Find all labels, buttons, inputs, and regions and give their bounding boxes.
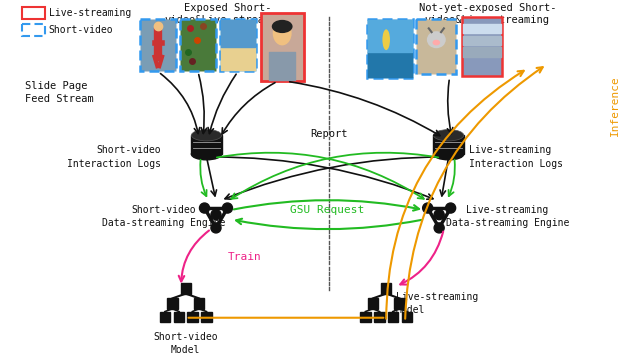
FancyBboxPatch shape (194, 298, 204, 309)
Text: Live-streaming
Model: Live-streaming Model (396, 292, 478, 315)
FancyBboxPatch shape (180, 283, 191, 294)
FancyBboxPatch shape (167, 298, 178, 309)
FancyBboxPatch shape (261, 13, 304, 81)
Circle shape (211, 223, 221, 233)
FancyBboxPatch shape (381, 283, 392, 294)
Circle shape (200, 203, 209, 213)
Text: Live-streaming
Interaction Logs: Live-streaming Interaction Logs (469, 145, 563, 169)
Circle shape (445, 203, 456, 213)
FancyBboxPatch shape (220, 19, 256, 71)
Polygon shape (433, 135, 464, 154)
FancyBboxPatch shape (174, 312, 184, 322)
Ellipse shape (272, 20, 292, 33)
Ellipse shape (191, 130, 221, 141)
FancyBboxPatch shape (394, 298, 404, 309)
Ellipse shape (383, 29, 390, 50)
FancyBboxPatch shape (367, 19, 413, 78)
FancyBboxPatch shape (374, 312, 385, 322)
Circle shape (211, 210, 221, 220)
Ellipse shape (427, 31, 446, 48)
Ellipse shape (433, 148, 464, 160)
FancyBboxPatch shape (202, 312, 212, 322)
Ellipse shape (273, 21, 292, 46)
Text: Exposed Short-
video&Live-streaming: Exposed Short- video&Live-streaming (165, 3, 290, 25)
Circle shape (223, 203, 232, 213)
Text: Live-streaming
Data-streaming Engine: Live-streaming Data-streaming Engine (445, 205, 569, 228)
Circle shape (434, 223, 444, 233)
Ellipse shape (191, 148, 221, 160)
FancyBboxPatch shape (140, 19, 176, 71)
FancyBboxPatch shape (368, 298, 378, 309)
FancyBboxPatch shape (462, 17, 502, 76)
Text: Short-video
Data-streaming Engine: Short-video Data-streaming Engine (102, 205, 226, 228)
Text: Live-streaming: Live-streaming (49, 8, 131, 18)
Text: Short-video
Model: Short-video Model (154, 332, 218, 355)
Text: Train: Train (227, 252, 261, 262)
FancyBboxPatch shape (360, 312, 371, 322)
FancyBboxPatch shape (402, 312, 412, 322)
FancyBboxPatch shape (160, 312, 170, 322)
Text: GSU Request: GSU Request (291, 205, 365, 215)
FancyBboxPatch shape (180, 19, 216, 71)
FancyBboxPatch shape (187, 312, 198, 322)
Ellipse shape (433, 40, 440, 46)
FancyBboxPatch shape (417, 19, 456, 74)
Text: Slide Page
Feed Stream: Slide Page Feed Stream (25, 82, 93, 104)
Text: Inference: Inference (610, 75, 620, 136)
Text: Report: Report (310, 129, 348, 139)
Polygon shape (191, 135, 221, 154)
Text: Not-yet-exposed Short-
video&Live-streaming: Not-yet-exposed Short- video&Live-stream… (419, 3, 556, 25)
Ellipse shape (433, 130, 464, 141)
Circle shape (434, 210, 444, 220)
Circle shape (422, 203, 433, 213)
FancyBboxPatch shape (388, 312, 398, 322)
Text: Short-video
Interaction Logs: Short-video Interaction Logs (67, 145, 161, 169)
Text: Short-video: Short-video (49, 25, 113, 35)
